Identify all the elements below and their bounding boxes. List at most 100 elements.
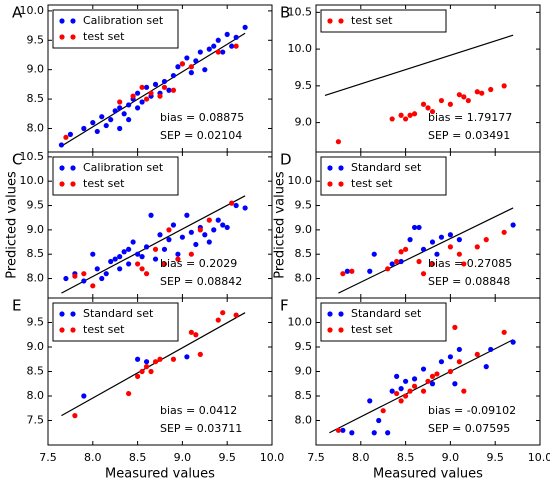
point xyxy=(143,359,150,365)
y-tick-label: 8.5 xyxy=(27,365,45,378)
legend-box xyxy=(320,302,447,342)
point xyxy=(394,390,400,397)
y-tick-label: 9.0 xyxy=(27,223,45,236)
point xyxy=(456,359,462,365)
fit-line xyxy=(61,312,246,417)
point xyxy=(170,87,177,93)
point xyxy=(139,266,145,272)
point xyxy=(126,390,132,397)
point xyxy=(398,398,404,404)
point xyxy=(148,212,154,218)
legend-marker xyxy=(70,18,76,24)
panel-letter: A xyxy=(12,4,23,22)
point xyxy=(461,261,467,267)
y-tick-label: 9.0 xyxy=(295,365,313,378)
y-tick-label: 8.0 xyxy=(295,414,313,427)
y-tick-label: 9.0 xyxy=(295,116,313,129)
legend-marker xyxy=(327,181,333,187)
y-tick-label: 8.0 xyxy=(27,389,45,402)
point xyxy=(398,386,404,392)
legend-marker xyxy=(327,311,333,317)
point xyxy=(371,430,377,436)
fit-line xyxy=(61,32,246,147)
y-tick-label: 10.0 xyxy=(20,4,45,17)
point xyxy=(90,283,96,289)
legend-marker xyxy=(338,181,344,187)
point xyxy=(148,90,154,96)
legend-label: Calibration set xyxy=(83,14,164,27)
point xyxy=(447,368,453,375)
point xyxy=(202,67,208,73)
x-tick-label: 9.5 xyxy=(218,451,236,464)
point xyxy=(184,354,190,360)
legend-label: test set xyxy=(83,30,125,43)
point xyxy=(58,142,65,148)
panel-letter: D xyxy=(280,151,292,169)
legend-label: test set xyxy=(351,14,393,27)
y-tick-label: 10.5 xyxy=(288,5,313,18)
point xyxy=(398,112,404,118)
point xyxy=(81,278,87,284)
point xyxy=(488,86,494,93)
point xyxy=(425,105,431,111)
point xyxy=(501,229,507,235)
point xyxy=(488,346,494,353)
point xyxy=(447,244,453,250)
point xyxy=(233,312,239,318)
legend-box xyxy=(52,9,179,49)
panel-letter: B xyxy=(280,4,290,22)
x-tick-label: 8.0 xyxy=(84,451,102,464)
point xyxy=(90,120,96,126)
x-tick-label: 10.0 xyxy=(260,451,285,464)
panel-letter: F xyxy=(280,297,289,315)
y-tick-label: 9.5 xyxy=(27,33,45,46)
legend-marker xyxy=(70,181,76,187)
point xyxy=(465,97,471,104)
point xyxy=(188,329,194,335)
point xyxy=(335,139,341,145)
point xyxy=(483,364,489,370)
point xyxy=(99,114,105,120)
point xyxy=(220,49,226,55)
point xyxy=(474,351,480,357)
annotation: SEP = 0.08848 xyxy=(428,275,510,288)
point xyxy=(152,359,159,365)
point xyxy=(139,84,145,90)
x-tick-label: 8.5 xyxy=(397,451,415,464)
point xyxy=(429,261,436,267)
annotation: bias = 0.2029 xyxy=(160,257,237,270)
y-tick-label: 7.5 xyxy=(27,414,45,427)
point xyxy=(206,217,212,223)
point xyxy=(344,268,350,274)
point xyxy=(211,43,217,49)
point xyxy=(143,364,150,370)
point xyxy=(411,383,418,389)
point xyxy=(429,381,436,387)
x-tick-label: 8.5 xyxy=(129,451,147,464)
y-tick-label: 10.0 xyxy=(20,174,45,187)
point xyxy=(188,251,194,257)
legend-marker xyxy=(338,327,344,333)
point xyxy=(407,388,413,394)
point xyxy=(112,256,118,262)
point xyxy=(170,222,177,228)
point xyxy=(420,366,427,372)
point xyxy=(474,244,480,250)
point xyxy=(72,273,78,279)
point xyxy=(501,329,507,335)
x-tick-label: 7.5 xyxy=(39,451,57,464)
point xyxy=(94,128,100,135)
y-tick-label: 9.5 xyxy=(295,199,313,212)
point xyxy=(193,241,199,248)
point xyxy=(197,351,203,357)
point xyxy=(340,271,346,277)
legend-box xyxy=(320,9,447,33)
annotation: SEP = 0.07595 xyxy=(428,422,510,435)
point xyxy=(135,373,141,379)
point xyxy=(429,373,436,379)
point xyxy=(143,96,150,102)
point xyxy=(367,268,373,274)
point xyxy=(117,105,123,111)
point xyxy=(152,256,159,262)
y-tick-label: 8.5 xyxy=(295,247,313,260)
